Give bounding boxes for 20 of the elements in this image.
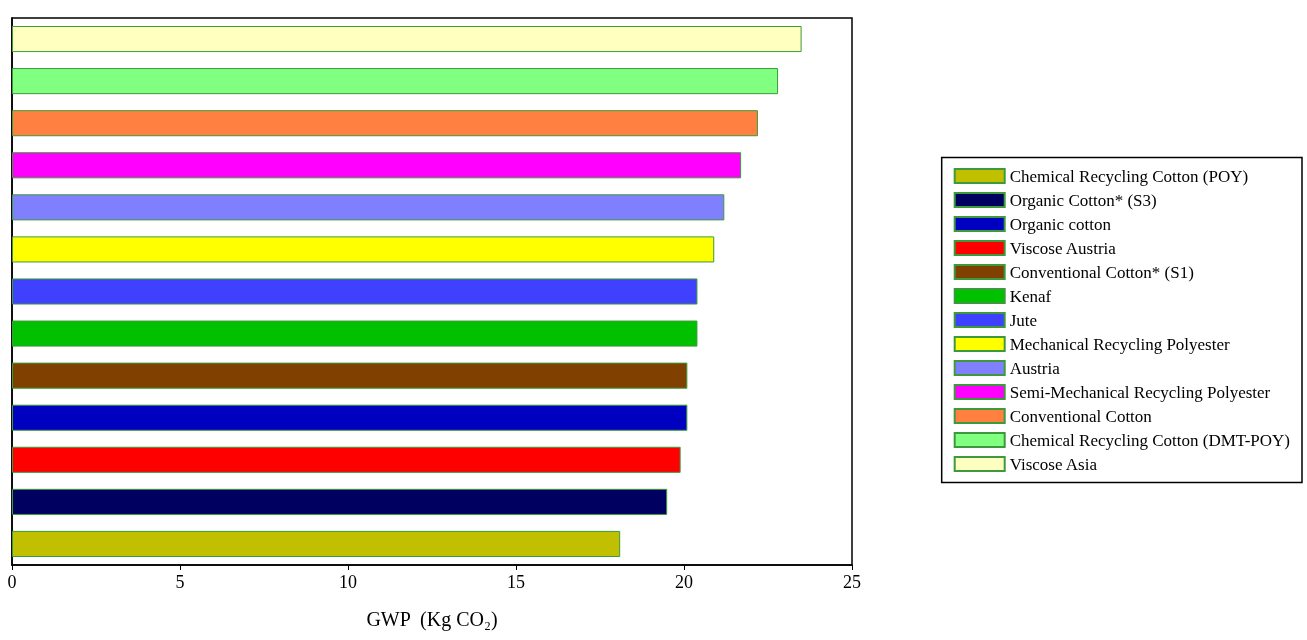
legend-label: Jute — [1009, 310, 1038, 330]
legend-label: Organic Cotton* (S3) — [1009, 190, 1157, 210]
legend-label: Austria — [1009, 358, 1061, 378]
legend-label: Conventional Cotton — [1009, 406, 1153, 426]
legend-label: Organic cotton — [1009, 214, 1112, 234]
legend-label: Chemical Recycling Cotton (DMT-POY) — [1009, 430, 1290, 450]
x-axis-title: GWP (Kg CO₂) — [366, 608, 498, 631]
legend-label: Semi-Mechanical Recycling Polyester — [1009, 382, 1271, 402]
legend-label: Conventional Cotton* (S1) — [1009, 262, 1194, 282]
legend-label: Mechanical Recycling Polyester — [1009, 334, 1231, 354]
x-tick-label: 15 — [507, 572, 525, 592]
legend-label: Kenaf — [1009, 286, 1052, 306]
x-tick-label: 0 — [7, 572, 17, 592]
legend-label: Viscose Austria — [1009, 238, 1117, 258]
x-tick-label: 25 — [843, 572, 861, 592]
legend-label: Chemical Recycling Cotton (POY) — [1009, 166, 1249, 186]
x-tick-label: 5 — [175, 572, 185, 592]
legend-label: Viscose Asia — [1009, 454, 1098, 474]
x-tick-label: 10 — [339, 572, 357, 592]
x-tick-label: 20 — [675, 572, 693, 592]
